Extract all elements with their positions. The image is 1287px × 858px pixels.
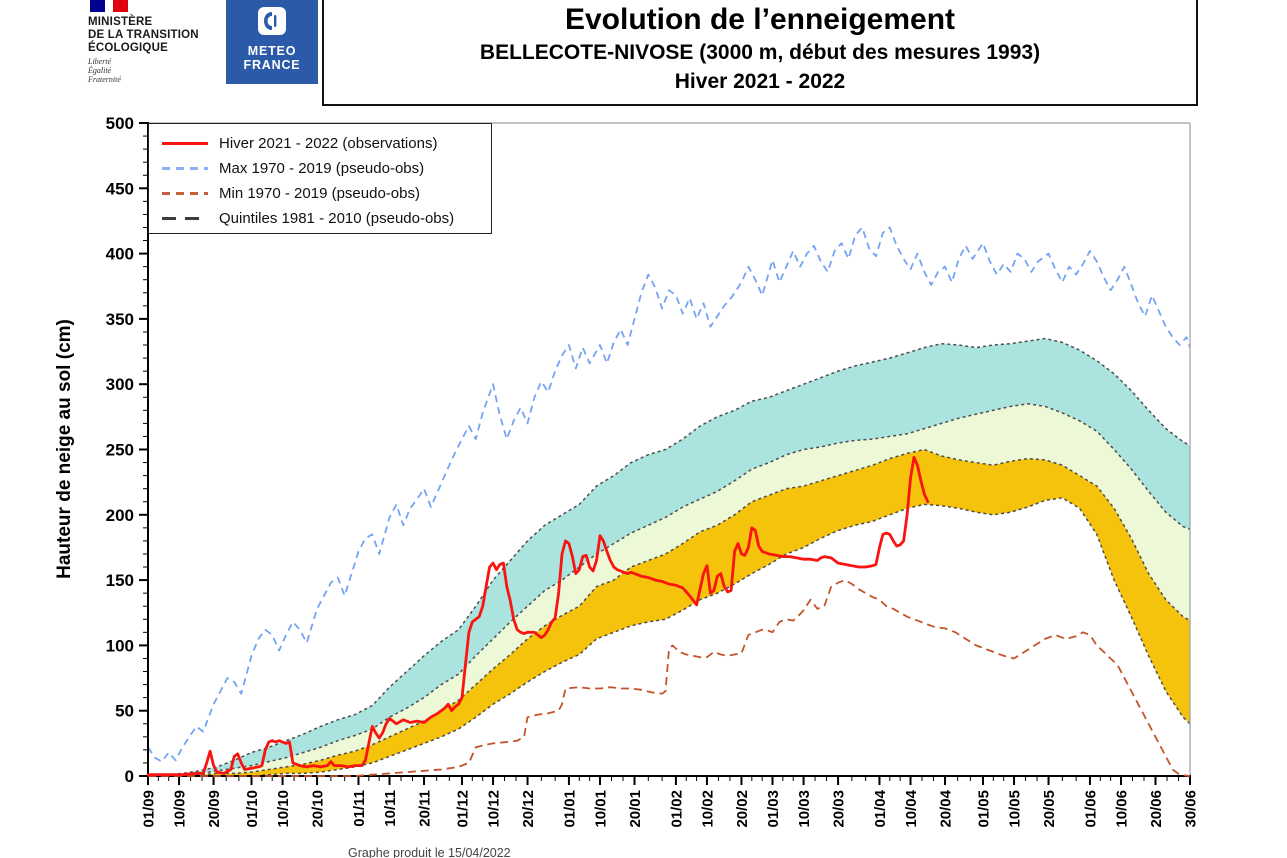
x-tick-label: 10/04 (903, 789, 920, 827)
y-tick-label: 350 (106, 310, 134, 329)
x-tick-label: 20/02 (734, 790, 751, 828)
legend-label: Quintiles 1981 - 2010 (pseudo-obs) (219, 210, 455, 227)
x-tick-label: 10/10 (275, 790, 292, 828)
legend-label: Hiver 2021 - 2022 (observations) (219, 135, 438, 152)
ministry-line: ÉCOLOGIQUE (88, 42, 168, 54)
x-tick-label: 01/11 (351, 790, 368, 827)
legend-label: Min 1970 - 2019 (pseudo-obs) (219, 185, 420, 202)
legend-label: Max 1970 - 2019 (pseudo-obs) (219, 160, 425, 177)
y-tick-label: 100 (106, 636, 134, 655)
y-tick-label: 50 (115, 702, 134, 721)
y-tick-label: 250 (106, 441, 134, 460)
x-tick-label: 20/11 (417, 790, 434, 827)
x-tick-label: 10/02 (700, 790, 717, 828)
legend-line-sample (162, 167, 208, 170)
legend-line-sample (162, 217, 208, 220)
french-flag-icon (90, 0, 128, 12)
ministry-line: MINISTÈRE (88, 16, 153, 28)
x-tick-label: 01/09 (141, 790, 158, 828)
legend-line-sample (162, 192, 208, 195)
band-q60-q80 (148, 338, 1190, 776)
x-tick-label: 10/09 (172, 790, 189, 828)
x-tick-label: 01/04 (872, 789, 889, 827)
meteo-france-icon (258, 7, 286, 35)
x-tick-label: 20/05 (1041, 790, 1058, 828)
quintile-line-q40 (148, 448, 1191, 777)
chart-legend: Hiver 2021 - 2022 (observations) Max 1970… (148, 123, 492, 234)
page-title: Evolution de l’enneigement (564, 3, 956, 36)
x-tick-label: 01/02 (668, 790, 685, 828)
y-tick-label: 300 (106, 375, 134, 394)
x-tick-label: 20/04 (938, 789, 955, 827)
x-tick-label: 01/03 (765, 790, 782, 828)
observations-line (146, 455, 930, 777)
band-q20-q40 (148, 449, 1190, 776)
y-tick-label: 150 (106, 571, 134, 590)
quintile-line-q80 (147, 337, 1191, 777)
republic-motto: Liberté Égalité Fraternité (88, 57, 121, 84)
x-tick-label: 01/06 (1082, 790, 1099, 828)
station-subtitle: BELLECOTE-NIVOSE (3000 m, début des mesu… (479, 41, 1041, 64)
x-tick-label: 20/10 (310, 790, 327, 828)
x-tick-label: 10/01 (593, 790, 610, 828)
x-tick-label: 20/09 (206, 790, 223, 828)
x-tick-label: 20/01 (627, 790, 644, 828)
x-tick-label: 10/11 (382, 790, 399, 827)
legend-item: Max 1970 - 2019 (pseudo-obs) (162, 156, 491, 181)
x-tick-label: 20/03 (831, 790, 848, 828)
x-tick-label: 20/06 (1148, 790, 1165, 828)
band-q40-q60 (148, 403, 1190, 776)
x-tick-label: 01/10 (244, 790, 261, 828)
season-subtitle: Hiver 2021 - 2022 (674, 70, 846, 93)
y-tick-label: 400 (106, 245, 134, 264)
ministry-name: MINISTÈRE DE LA TRANSITION ÉCOLOGIQUE (88, 16, 199, 55)
x-tick-label: 10/12 (486, 790, 503, 828)
y-tick-label: 200 (106, 506, 134, 525)
title-box: Evolution de l’enneigement BELLECOTE-NIV… (322, 0, 1198, 106)
meteo-france-logo: METEO FRANCE (226, 0, 318, 84)
x-tick-label: 10/03 (796, 790, 813, 828)
x-tick-label: 01/01 (561, 790, 578, 828)
x-tick-label: 01/12 (455, 790, 472, 828)
y-tick-label: 500 (106, 114, 134, 133)
legend-item: Min 1970 - 2019 (pseudo-obs) (162, 181, 491, 206)
x-tick-label: 30/06 (1183, 790, 1200, 828)
meteo-france-wordmark: METEO FRANCE (243, 44, 301, 72)
max-line (147, 226, 1191, 763)
ministry-line: DE LA TRANSITION (88, 29, 199, 41)
y-tick-label: 0 (125, 767, 134, 786)
chart-caption: Graphe produit le 15/04/2022 (348, 846, 511, 858)
legend-line-sample (162, 142, 208, 145)
y-tick-label: 450 (106, 179, 134, 198)
legend-item: Quintiles 1981 - 2010 (pseudo-obs) (162, 206, 491, 231)
legend-item: Hiver 2021 - 2022 (observations) (162, 131, 491, 156)
x-tick-label: 10/06 (1114, 790, 1131, 828)
x-tick-label: 01/05 (976, 790, 993, 828)
quintile-line-q20 (148, 497, 1191, 777)
x-tick-label: 20/12 (520, 790, 537, 828)
y-axis-title: Hauteur de neige au sol (cm) (54, 319, 75, 579)
x-tick-label: 10/05 (1007, 790, 1024, 828)
